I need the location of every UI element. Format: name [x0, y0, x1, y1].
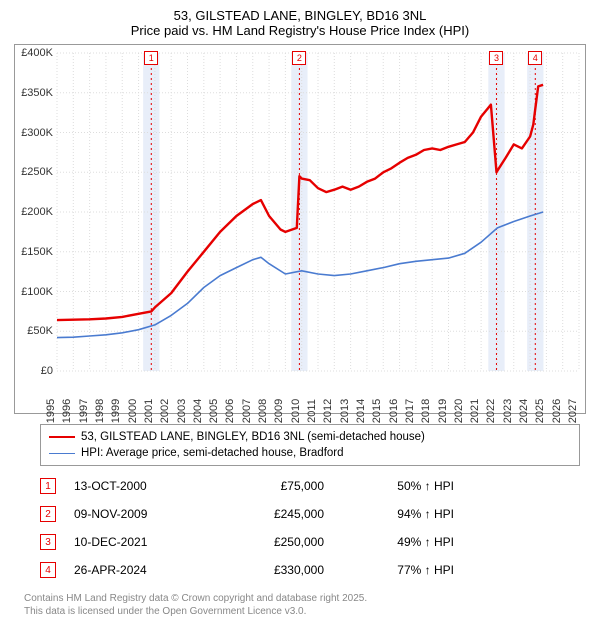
- events-table: 1 13-OCT-2000£75,00050% ↑ HPI 2 09-NOV-2009…: [40, 472, 580, 584]
- event-row: 4 26-APR-2024£330,00077% ↑ HPI: [40, 556, 580, 584]
- plot-svg: [57, 53, 579, 371]
- x-tick-label: 1996: [61, 399, 73, 423]
- title-line-1: 53, GILSTEAD LANE, BINGLEY, BD16 3NL: [12, 8, 588, 23]
- y-tick-label: £50K: [15, 325, 57, 337]
- marker-badge: 4: [528, 51, 542, 65]
- legend-item: 53, GILSTEAD LANE, BINGLEY, BD16 3NL (se…: [49, 429, 571, 445]
- footer-line-1: Contains HM Land Registry data © Crown c…: [24, 592, 588, 605]
- event-pct: 49% ↑ HPI: [324, 535, 454, 549]
- event-row: 3 10-DEC-2021£250,00049% ↑ HPI: [40, 528, 580, 556]
- x-tick-label: 2001: [143, 399, 155, 423]
- y-tick-label: £200K: [15, 206, 57, 218]
- event-date: 13-OCT-2000: [74, 479, 214, 493]
- y-tick-label: £100K: [15, 286, 57, 298]
- x-tick-label: 2013: [339, 399, 351, 423]
- x-tick-label: 2011: [306, 399, 318, 423]
- x-tick-label: 1995: [45, 399, 57, 423]
- marker-badge: 1: [144, 51, 158, 65]
- legend-label: HPI: Average price, semi-detached house,…: [81, 447, 344, 459]
- x-tick-label: 2004: [192, 399, 204, 423]
- title-line-2: Price paid vs. HM Land Registry's House …: [12, 23, 588, 38]
- x-tick-label: 2014: [355, 399, 367, 423]
- event-date: 26-APR-2024: [74, 563, 214, 577]
- x-tick-label: 2003: [176, 399, 188, 423]
- x-tick-label: 2022: [485, 399, 497, 423]
- legend-label: 53, GILSTEAD LANE, BINGLEY, BD16 3NL (se…: [81, 431, 425, 443]
- event-badge: 3: [40, 534, 56, 550]
- marker-badge: 2: [292, 51, 306, 65]
- event-pct: 50% ↑ HPI: [324, 479, 454, 493]
- event-row: 1 13-OCT-2000£75,00050% ↑ HPI: [40, 472, 580, 500]
- x-tick-label: 2019: [437, 399, 449, 423]
- x-tick-label: 2024: [518, 399, 530, 423]
- x-tick-label: 2002: [159, 399, 171, 423]
- event-badge: 4: [40, 562, 56, 578]
- x-tick-label: 2027: [567, 399, 579, 423]
- y-tick-label: £350K: [15, 87, 57, 99]
- x-tick-label: 1999: [110, 399, 122, 423]
- x-tick-label: 2005: [208, 399, 220, 423]
- x-tick-label: 2009: [273, 399, 285, 423]
- x-tick-label: 1998: [94, 399, 106, 423]
- x-tick-label: 1997: [78, 399, 90, 423]
- legend-swatch: [49, 453, 75, 454]
- x-tick-label: 2023: [502, 399, 514, 423]
- footer: Contains HM Land Registry data © Crown c…: [24, 592, 588, 618]
- footer-line-2: This data is licensed under the Open Gov…: [24, 605, 588, 618]
- x-tick-label: 2018: [420, 399, 432, 423]
- x-tick-label: 2020: [453, 399, 465, 423]
- legend-swatch: [49, 436, 75, 438]
- event-pct: 94% ↑ HPI: [324, 507, 454, 521]
- event-badge: 2: [40, 506, 56, 522]
- event-badge: 1: [40, 478, 56, 494]
- y-tick-label: £250K: [15, 166, 57, 178]
- x-tick-label: 2016: [388, 399, 400, 423]
- event-row: 2 09-NOV-2009£245,00094% ↑ HPI: [40, 500, 580, 528]
- x-tick-label: 2025: [534, 399, 546, 423]
- marker-badge: 3: [489, 51, 503, 65]
- x-tick-label: 2026: [551, 399, 563, 423]
- x-tick-label: 2007: [241, 399, 253, 423]
- x-tick-label: 2010: [290, 399, 302, 423]
- event-price: £75,000: [214, 479, 324, 493]
- event-date: 09-NOV-2009: [74, 507, 214, 521]
- event-date: 10-DEC-2021: [74, 535, 214, 549]
- x-tick-label: 2006: [224, 399, 236, 423]
- x-tick-label: 2015: [371, 399, 383, 423]
- y-tick-label: £300K: [15, 127, 57, 139]
- title-block: 53, GILSTEAD LANE, BINGLEY, BD16 3NL Pri…: [12, 8, 588, 38]
- chart: £0 £50K £100K £150K £200K £250K £300K £350K £400…: [14, 44, 586, 414]
- event-price: £245,000: [214, 507, 324, 521]
- y-tick-label: £150K: [15, 246, 57, 258]
- event-pct: 77% ↑ HPI: [324, 563, 454, 577]
- x-tick-label: 2012: [322, 399, 334, 423]
- event-price: £250,000: [214, 535, 324, 549]
- y-tick-label: £400K: [15, 47, 57, 59]
- y-tick-label: £0: [15, 365, 57, 377]
- plot-area: 1 2 3 4: [57, 53, 579, 371]
- x-tick-label: 2008: [257, 399, 269, 423]
- chart-container: 53, GILSTEAD LANE, BINGLEY, BD16 3NL Pri…: [0, 0, 600, 620]
- x-tick-label: 2021: [469, 399, 481, 423]
- legend: 53, GILSTEAD LANE, BINGLEY, BD16 3NL (se…: [40, 424, 580, 466]
- x-tick-label: 2000: [127, 399, 139, 423]
- legend-item: HPI: Average price, semi-detached house,…: [49, 445, 571, 461]
- event-price: £330,000: [214, 563, 324, 577]
- x-tick-label: 2017: [404, 399, 416, 423]
